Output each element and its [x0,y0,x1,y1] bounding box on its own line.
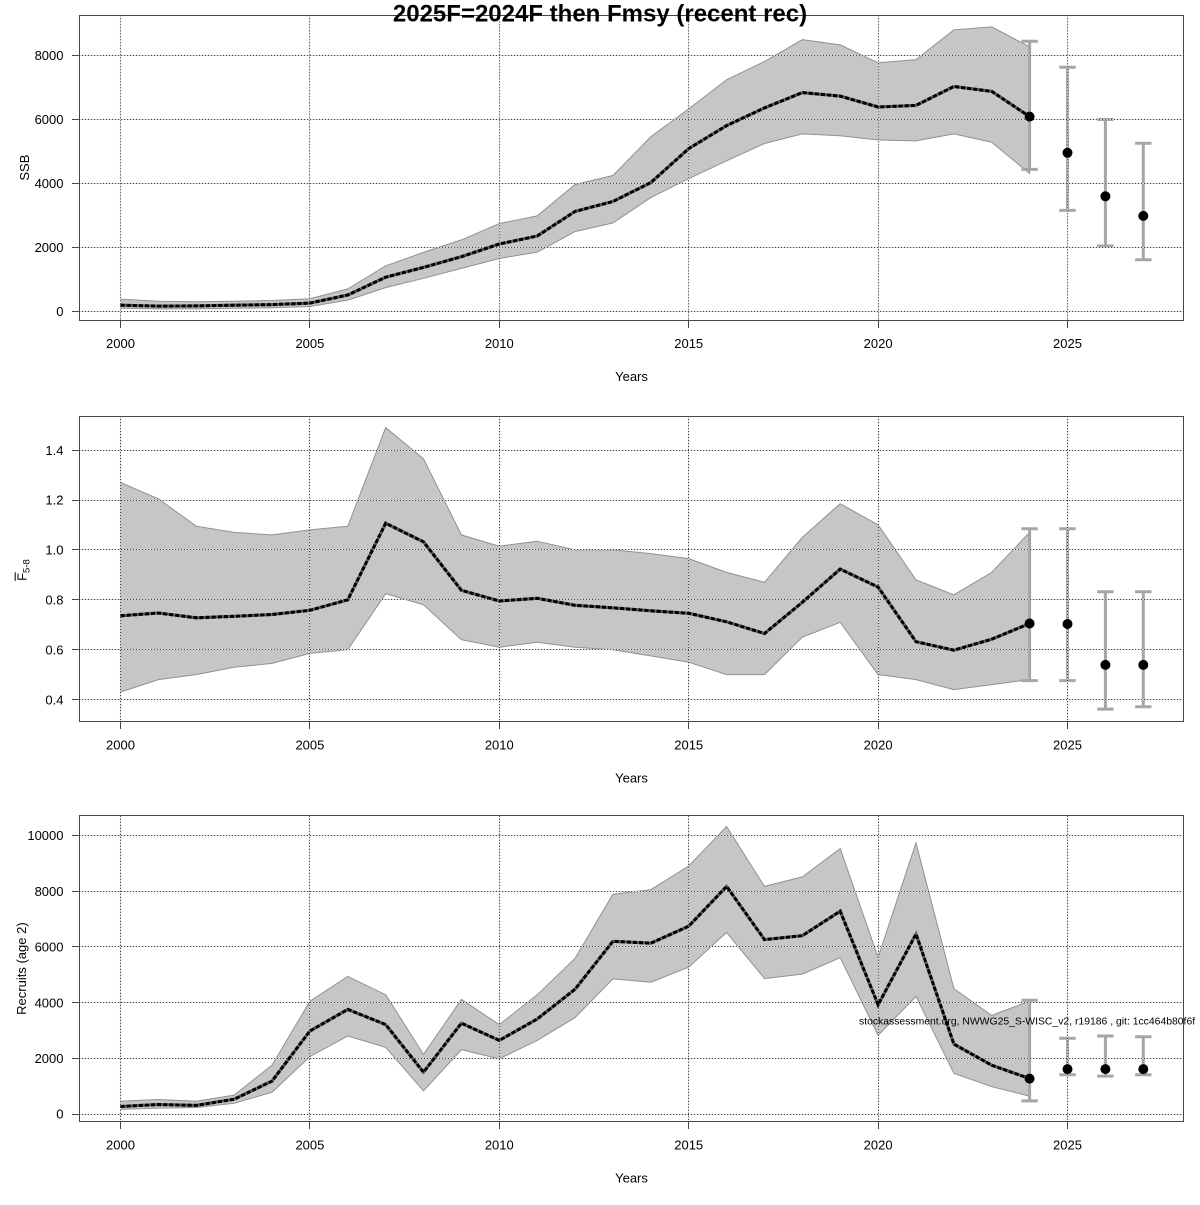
svg-text:Recruits (age 2): Recruits (age 2) [14,922,29,1014]
svg-text:4000: 4000 [35,995,64,1010]
svg-text:0: 0 [56,304,63,319]
svg-text:2010: 2010 [485,336,514,351]
svg-text:2025: 2025 [1053,1137,1082,1152]
svg-text:Years: Years [615,1170,648,1185]
svg-text:2000: 2000 [35,1051,64,1066]
svg-text:Years: Years [615,770,648,785]
svg-text:4000: 4000 [35,176,64,191]
svg-text:6000: 6000 [35,112,64,127]
svg-text:2025: 2025 [1053,336,1082,351]
svg-text:6000: 6000 [35,940,64,955]
svg-text:0.8: 0.8 [45,593,63,608]
svg-text:1.0: 1.0 [45,543,63,558]
svg-text:1.4: 1.4 [45,443,63,458]
svg-text:Years: Years [615,369,648,384]
svg-text:SSB: SSB [17,155,32,181]
svg-text:10000: 10000 [27,828,63,843]
svg-text:2005: 2005 [295,336,324,351]
svg-text:stockassessment.org, NWWG25_S-: stockassessment.org, NWWG25_S-WISC_v2, r… [859,1017,1195,1028]
svg-text:2000: 2000 [106,336,135,351]
svg-text:8000: 8000 [35,884,64,899]
svg-text:0.4: 0.4 [45,692,63,707]
svg-text:2020: 2020 [864,1137,893,1152]
svg-text:2010: 2010 [485,737,514,752]
svg-text:2000: 2000 [106,1137,135,1152]
svg-text:2015: 2015 [674,336,703,351]
svg-text:2015: 2015 [674,737,703,752]
svg-text:2025F=2024F then Fmsy (recent: 2025F=2024F then Fmsy (recent rec) [393,1,807,28]
svg-text:2025: 2025 [1053,737,1082,752]
svg-text:1.2: 1.2 [45,493,63,508]
svg-text:2020: 2020 [864,336,893,351]
svg-text:2000: 2000 [35,240,64,255]
svg-text:2005: 2005 [295,737,324,752]
svg-text:2015: 2015 [674,1137,703,1152]
svg-text:0: 0 [56,1107,63,1122]
svg-text:2005: 2005 [295,1137,324,1152]
svg-text:2010: 2010 [485,1137,514,1152]
svg-text:2020: 2020 [864,737,893,752]
svg-text:0.6: 0.6 [45,642,63,657]
svg-text:8000: 8000 [35,48,64,63]
svg-text:2000: 2000 [106,737,135,752]
